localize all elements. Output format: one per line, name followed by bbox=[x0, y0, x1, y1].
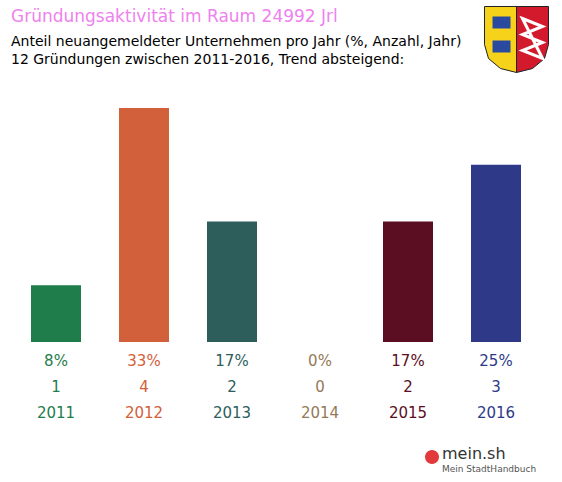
svg-text:0%: 0% bbox=[308, 352, 332, 370]
svg-text:1: 1 bbox=[51, 378, 61, 396]
svg-text:Gründungsaktivität im Raum 249: Gründungsaktivität im Raum 24992 Jrl bbox=[11, 6, 338, 26]
svg-text:12 Gründungen zwischen 2011-20: 12 Gründungen zwischen 2011-2016, Trend … bbox=[11, 51, 404, 67]
svg-text:2011: 2011 bbox=[37, 404, 75, 422]
svg-text:2012: 2012 bbox=[125, 404, 163, 422]
svg-text:Anteil neuangemeldeter Unterne: Anteil neuangemeldeter Unternehmen pro J… bbox=[11, 33, 461, 49]
svg-text:33%: 33% bbox=[127, 352, 160, 370]
svg-text:2016: 2016 bbox=[477, 404, 515, 422]
svg-text:2014: 2014 bbox=[301, 404, 339, 422]
svg-text:17%: 17% bbox=[215, 352, 248, 370]
svg-text:mein.sh: mein.sh bbox=[442, 444, 506, 463]
svg-text:17%: 17% bbox=[391, 352, 424, 370]
svg-text:3: 3 bbox=[491, 378, 501, 396]
svg-text:4: 4 bbox=[139, 378, 149, 396]
svg-text:2: 2 bbox=[403, 378, 413, 396]
svg-text:25%: 25% bbox=[479, 352, 512, 370]
svg-text:2: 2 bbox=[227, 378, 237, 396]
svg-text:0: 0 bbox=[315, 378, 325, 396]
svg-text:Mein StadtHandbuch: Mein StadtHandbuch bbox=[442, 464, 536, 474]
svg-text:2013: 2013 bbox=[213, 404, 251, 422]
svg-text:8%: 8% bbox=[44, 352, 68, 370]
svg-text:2015: 2015 bbox=[389, 404, 427, 422]
